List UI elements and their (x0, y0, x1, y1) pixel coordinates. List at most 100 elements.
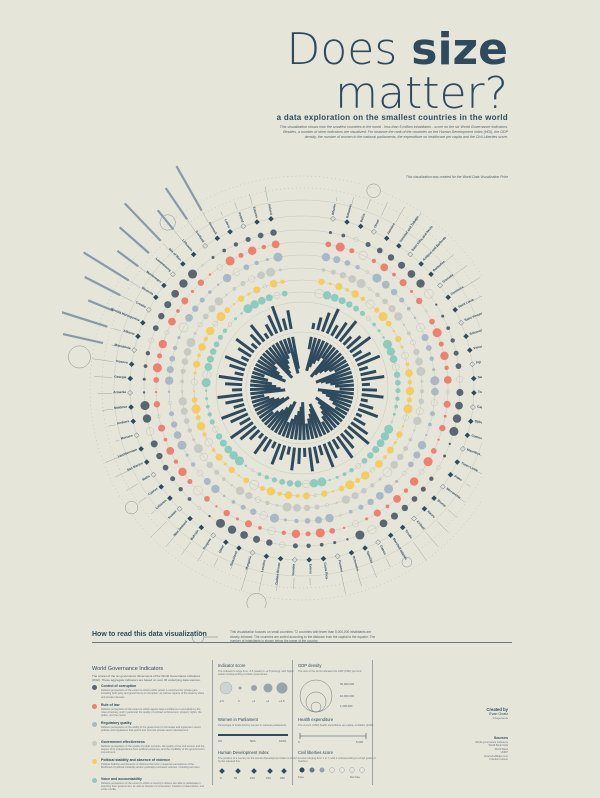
wgi-score-mark (233, 242, 239, 247)
wgi-score-mark (445, 390, 451, 395)
hdi-diamond-mark (268, 215, 274, 222)
wgi-score-mark (325, 241, 332, 248)
wgi-score-mark (385, 504, 390, 509)
wgi-score-mark (142, 414, 152, 423)
wgi-score-mark (158, 424, 166, 432)
wgi-score-mark (259, 511, 268, 520)
women-bar-mark (325, 375, 354, 385)
hdi-bar-mark (334, 321, 348, 340)
wgi-score-mark (214, 469, 220, 475)
wgi-score-mark (192, 305, 199, 312)
column-divider (212, 660, 213, 785)
women-bar-mark (323, 355, 345, 373)
country-label: Bahrain (190, 529, 200, 541)
wgi-score-mark (269, 279, 278, 288)
wgi-score-mark (209, 419, 215, 425)
wgi-score-mark (201, 378, 211, 388)
hdi-diamond-mark (466, 347, 473, 353)
hdi-diamond-mark (223, 539, 229, 546)
wgi-score-mark (322, 291, 332, 300)
wgi-score-mark (401, 470, 407, 476)
wgi-score-mark (294, 480, 302, 488)
wgi-score-mark (142, 377, 146, 381)
wgi-score-mark (394, 335, 402, 343)
wgi-score-mark (403, 404, 413, 414)
country-label: Slovenia (141, 286, 154, 296)
wgi-score-mark (394, 404, 399, 409)
wgi-title: World Governance Indicators (92, 666, 164, 672)
wgi-score-mark (321, 268, 326, 272)
health-spike-mark (62, 311, 108, 328)
women-bar-mark (320, 344, 333, 360)
source-item: World governance indicators (475, 741, 508, 744)
hdi-bar-mark (239, 416, 251, 426)
wgi-score-mark (429, 476, 434, 481)
wgi-score-mark (455, 401, 463, 410)
women-bar-mark (250, 379, 273, 386)
wgi-score-mark (413, 451, 421, 459)
hdi-scale-4: 189 (280, 776, 285, 780)
wgi-score-mark (339, 271, 347, 279)
wgi-item: Voice and accountability Reflects percept… (92, 777, 207, 796)
country-label: Croatia (135, 300, 147, 309)
hdi-bar-mark (221, 407, 247, 420)
wgi-score-mark (171, 289, 180, 298)
wgi-score-mark (253, 286, 261, 294)
country-label: Denmark (208, 221, 218, 235)
wgi-score-mark (145, 351, 151, 356)
hdi-diamond-mark (458, 319, 464, 326)
wgi-score-mark (295, 494, 300, 498)
women-bar-mark (278, 340, 290, 360)
women-bar-mark (309, 346, 336, 378)
women-bar-mark (256, 397, 286, 416)
women-bar-mark (301, 402, 306, 441)
women-bar-mark (320, 410, 337, 429)
country-leader-line (477, 314, 482, 317)
country-label: Grenada (441, 273, 454, 284)
hdi-diamond-mark (399, 524, 406, 531)
country-label: Cyprus (147, 487, 158, 497)
country-label: Kuwait (167, 509, 178, 520)
wgi-score-mark (206, 355, 214, 363)
wgi-item: Control of corruption Reflects perception… (92, 684, 207, 703)
wgi-score-mark (179, 279, 188, 288)
wgi-score-mark (405, 362, 410, 367)
hdi-bar-mark (218, 374, 243, 382)
hdi-bar-mark (317, 445, 324, 456)
country-leader-line (276, 576, 279, 592)
hdi-bar-mark (249, 324, 266, 343)
hdi-bar-mark (355, 412, 363, 418)
wgi-score-mark (211, 448, 216, 452)
wgi-score-mark (203, 477, 211, 485)
wgi-score-mark (372, 445, 380, 454)
country-label: Vanuatu (473, 344, 482, 351)
wgi-score-mark (215, 453, 223, 461)
hdi-bar-mark (230, 412, 249, 424)
country-leader-line (454, 265, 468, 275)
wgi-score-mark (378, 312, 388, 322)
women-bar-mark (318, 352, 343, 374)
country-label: Barbados (432, 260, 446, 273)
country-leader-line (173, 229, 183, 241)
wgi-score-mark (371, 258, 377, 264)
wgi-score-mark (240, 312, 243, 315)
wgi-score-mark (305, 531, 311, 537)
wgi-score-mark (192, 438, 196, 442)
country-label: Djibouti (474, 419, 482, 425)
wgi-score-mark (346, 301, 353, 308)
country-leader-line (437, 521, 449, 533)
hdi-diamond-mark (454, 459, 461, 465)
wgi-score-mark (344, 260, 351, 266)
hdi-bar-mark (267, 314, 279, 335)
hdi-diamond-mark (320, 555, 327, 562)
wgi-score-mark (335, 501, 338, 505)
wgi-score-mark (212, 320, 219, 327)
gdp-circle-mark (246, 593, 267, 608)
country-leader-line (463, 277, 480, 288)
wgi-score-mark (266, 487, 276, 496)
wgi-score-mark (352, 520, 359, 528)
wgi-score-mark (435, 303, 438, 306)
country-leader-line (234, 202, 238, 210)
wgi-score-mark (341, 233, 346, 238)
wgi-score-mark (393, 440, 397, 444)
